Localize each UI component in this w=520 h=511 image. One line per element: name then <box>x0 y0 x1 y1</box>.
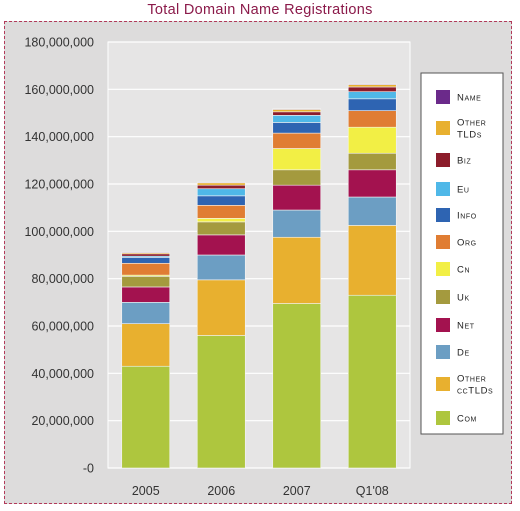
legend-swatch <box>436 235 450 249</box>
x-tick-label: 2006 <box>207 484 235 498</box>
legend-swatch <box>436 208 450 222</box>
y-tick-label: 60,000,000 <box>31 320 94 334</box>
legend-label: Info <box>457 211 477 222</box>
bar-segment-info <box>272 122 322 134</box>
bar-segment-name <box>196 181 246 184</box>
chart-title: Total Domain Name Registrations <box>147 2 373 18</box>
legend-label: Cn <box>457 265 470 276</box>
y-tick-label: 180,000,000 <box>24 36 94 50</box>
legend-swatch <box>436 153 450 167</box>
bar-segment-info <box>196 195 246 206</box>
legend-label: De <box>457 348 470 359</box>
bar-segment-net <box>347 169 397 198</box>
bar-segment-org <box>272 132 322 149</box>
bar-segment-net <box>272 184 322 211</box>
x-tick-label: 2005 <box>132 484 160 498</box>
y-tick-label: 100,000,000 <box>24 225 94 239</box>
bar-segment-other-cctlds <box>121 323 171 367</box>
bar-segment-net <box>196 234 246 256</box>
bar-segment-biz <box>196 184 246 190</box>
legend-swatch <box>436 90 450 104</box>
bar-segment-uk <box>196 221 246 236</box>
bar-segment-name <box>347 83 397 85</box>
bar-segment-other-tlds <box>272 109 322 113</box>
bar-segment-com <box>196 335 246 469</box>
bar-segment-org <box>347 110 397 128</box>
bar-segment-cn <box>347 126 397 154</box>
legend-label: Name <box>457 93 481 104</box>
legend-box <box>420 72 504 435</box>
legend-label: Other TLDs <box>457 118 486 141</box>
bar-segment-com <box>121 365 171 469</box>
bar-segment-info <box>121 257 171 264</box>
bar-segment-cn <box>272 148 322 171</box>
bar-segment-biz <box>272 111 322 116</box>
bar-segment-other-cctlds <box>347 225 397 296</box>
bar-segment-uk <box>347 152 397 171</box>
y-tick-label: 140,000,000 <box>24 130 94 144</box>
bar-segment-biz <box>121 253 171 257</box>
legend-swatch <box>436 318 450 332</box>
bar-segment-other-cctlds <box>196 279 246 336</box>
bar-segment-org <box>196 205 246 219</box>
legend-swatch <box>436 121 450 135</box>
bar-segment-org <box>121 262 171 276</box>
bar-segment-other-tlds <box>196 182 246 186</box>
y-tick-label: 120,000,000 <box>24 178 94 192</box>
bar-segment-eu <box>272 115 322 123</box>
legend-swatch <box>436 290 450 304</box>
legend-label: Org <box>457 238 477 249</box>
bar-segment-de <box>121 302 171 324</box>
y-tick-label: 80,000,000 <box>31 272 94 286</box>
bar-segment-de <box>196 254 246 281</box>
legend-swatch <box>436 377 450 391</box>
bar-segment-net <box>121 286 171 303</box>
y-tick-label: 20,000,000 <box>31 414 94 428</box>
y-tick-label: 160,000,000 <box>24 83 94 97</box>
legend-swatch <box>436 182 450 196</box>
legend-swatch <box>436 262 450 276</box>
bar-segment-other-cctlds <box>272 236 322 304</box>
bar-segment-com <box>347 294 397 469</box>
bar-segment-eu <box>347 91 397 100</box>
bar-segment-eu <box>196 188 246 197</box>
bar-segment-de <box>347 196 397 226</box>
bar-segment-other-tlds <box>347 84 397 88</box>
legend-swatch <box>436 345 450 359</box>
bar-segment-cn <box>196 218 246 223</box>
y-tick-label: -0 <box>83 462 94 476</box>
legend-label: Uk <box>457 293 470 304</box>
x-tick-label: Q1'08 <box>356 484 389 498</box>
legend-label: Other ccTLDs <box>457 374 493 397</box>
y-tick-label: 40,000,000 <box>31 367 94 381</box>
bar-segment-de <box>272 209 322 238</box>
bar-segment-name <box>121 251 171 253</box>
x-tick-label: 2007 <box>283 484 311 498</box>
bar-segment-uk <box>272 169 322 186</box>
bar-segment-biz <box>347 86 397 93</box>
legend-label: Com <box>457 414 477 425</box>
bar-segment-name <box>272 108 322 110</box>
bar-segment-com <box>272 303 322 469</box>
legend-swatch <box>436 411 450 425</box>
legend-label: Eu <box>457 185 470 196</box>
legend-label: Biz <box>457 156 471 167</box>
bar-segment-uk <box>121 275 171 288</box>
bar-segment-info <box>347 98 397 111</box>
legend-label: Net <box>457 321 475 332</box>
